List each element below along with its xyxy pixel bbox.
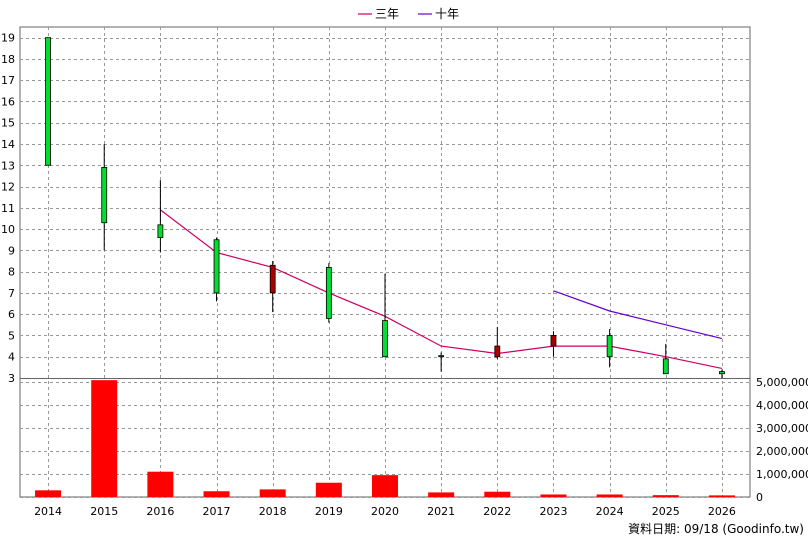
volume-bar [91,380,118,497]
volume-bar [315,482,342,497]
x-tick-label: 2021 [427,505,455,518]
price-tick-label: 5 [8,329,15,342]
volume-bar [428,492,455,497]
legend-label: 十年 [435,7,459,21]
x-tick-label: 2019 [315,505,343,518]
legend: 三年 十年 [358,7,459,21]
price-tick-label: 11 [1,202,15,215]
price-tick-label: 17 [1,74,15,87]
candle-body [325,266,332,319]
volume-tick-label: 2,000,000 [756,445,808,458]
x-tick-label: 2025 [652,505,680,518]
price-tick-label: 13 [1,159,15,172]
x-tick-label: 2022 [483,505,511,518]
footer-source: 資料日期: 09/18 (Goodinfo.tw) [628,522,804,536]
volume-bar [596,494,623,497]
price-tick-label: 9 [8,244,15,257]
volume-tick-label: 4,000,000 [756,399,808,412]
candle-body [382,320,388,358]
candle-body [269,264,276,294]
price-tick-label: 16 [1,95,15,108]
volume-bar [540,494,567,497]
candle-body [550,335,557,347]
average-lines [160,209,723,369]
price-tick-label: 18 [1,53,15,66]
price-tick-label: 6 [8,308,15,321]
candle-body [101,166,108,224]
candle-body [719,371,725,375]
price-tick-label: 7 [8,287,15,300]
volume-bar [652,495,679,497]
candlesticks [45,37,725,378]
volume-bar [35,490,62,497]
candle-body [438,355,445,358]
price-tick-label: 3 [8,372,15,385]
volume-bar [708,495,735,497]
price-tick-label: 12 [1,181,15,194]
candle-body [662,358,669,375]
volume-bar [484,491,511,497]
price-tick-label: 15 [1,117,15,130]
price-tick-label: 10 [1,223,15,236]
legend-label: 三年 [375,7,399,21]
candle-body [494,345,501,358]
axes: 3 4 5 6 7 8 9 10 11 12 13 14 15 16 17 18 19 0 1,000,000 2,0… [1,32,808,518]
x-tick-label: 2017 [203,505,231,518]
x-tick-label: 2016 [146,505,174,518]
candle-body [157,224,164,239]
series-line [160,209,723,369]
price-tick-label: 19 [1,32,15,45]
grid [19,26,751,498]
volume-bar [372,475,398,497]
x-tick-label: 2024 [596,505,624,518]
x-tick-label: 2023 [539,505,567,518]
x-tick-label: 2026 [708,505,736,518]
x-tick-label: 2015 [90,505,118,518]
x-tick-label: 2020 [371,505,399,518]
volume-tick-label: 3,000,000 [756,422,808,435]
candle-body [213,239,220,294]
volume-tick-label: 5,000,000 [756,376,808,389]
volume-bar [147,471,174,497]
candle-body [45,37,51,166]
price-tick-label: 8 [8,266,15,279]
x-tick-label: 2014 [34,505,62,518]
candle-body [606,335,613,358]
volume-tick-label: 1,000,000 [756,468,808,481]
volume-bar [259,489,286,497]
x-tick-label: 2018 [259,505,287,518]
price-tick-label: 14 [1,138,15,151]
price-tick-label: 4 [8,351,15,364]
volume-tick-label: 0 [756,491,763,504]
series-line [553,290,723,340]
volume-bar [203,491,230,497]
volume-bars [35,380,735,497]
